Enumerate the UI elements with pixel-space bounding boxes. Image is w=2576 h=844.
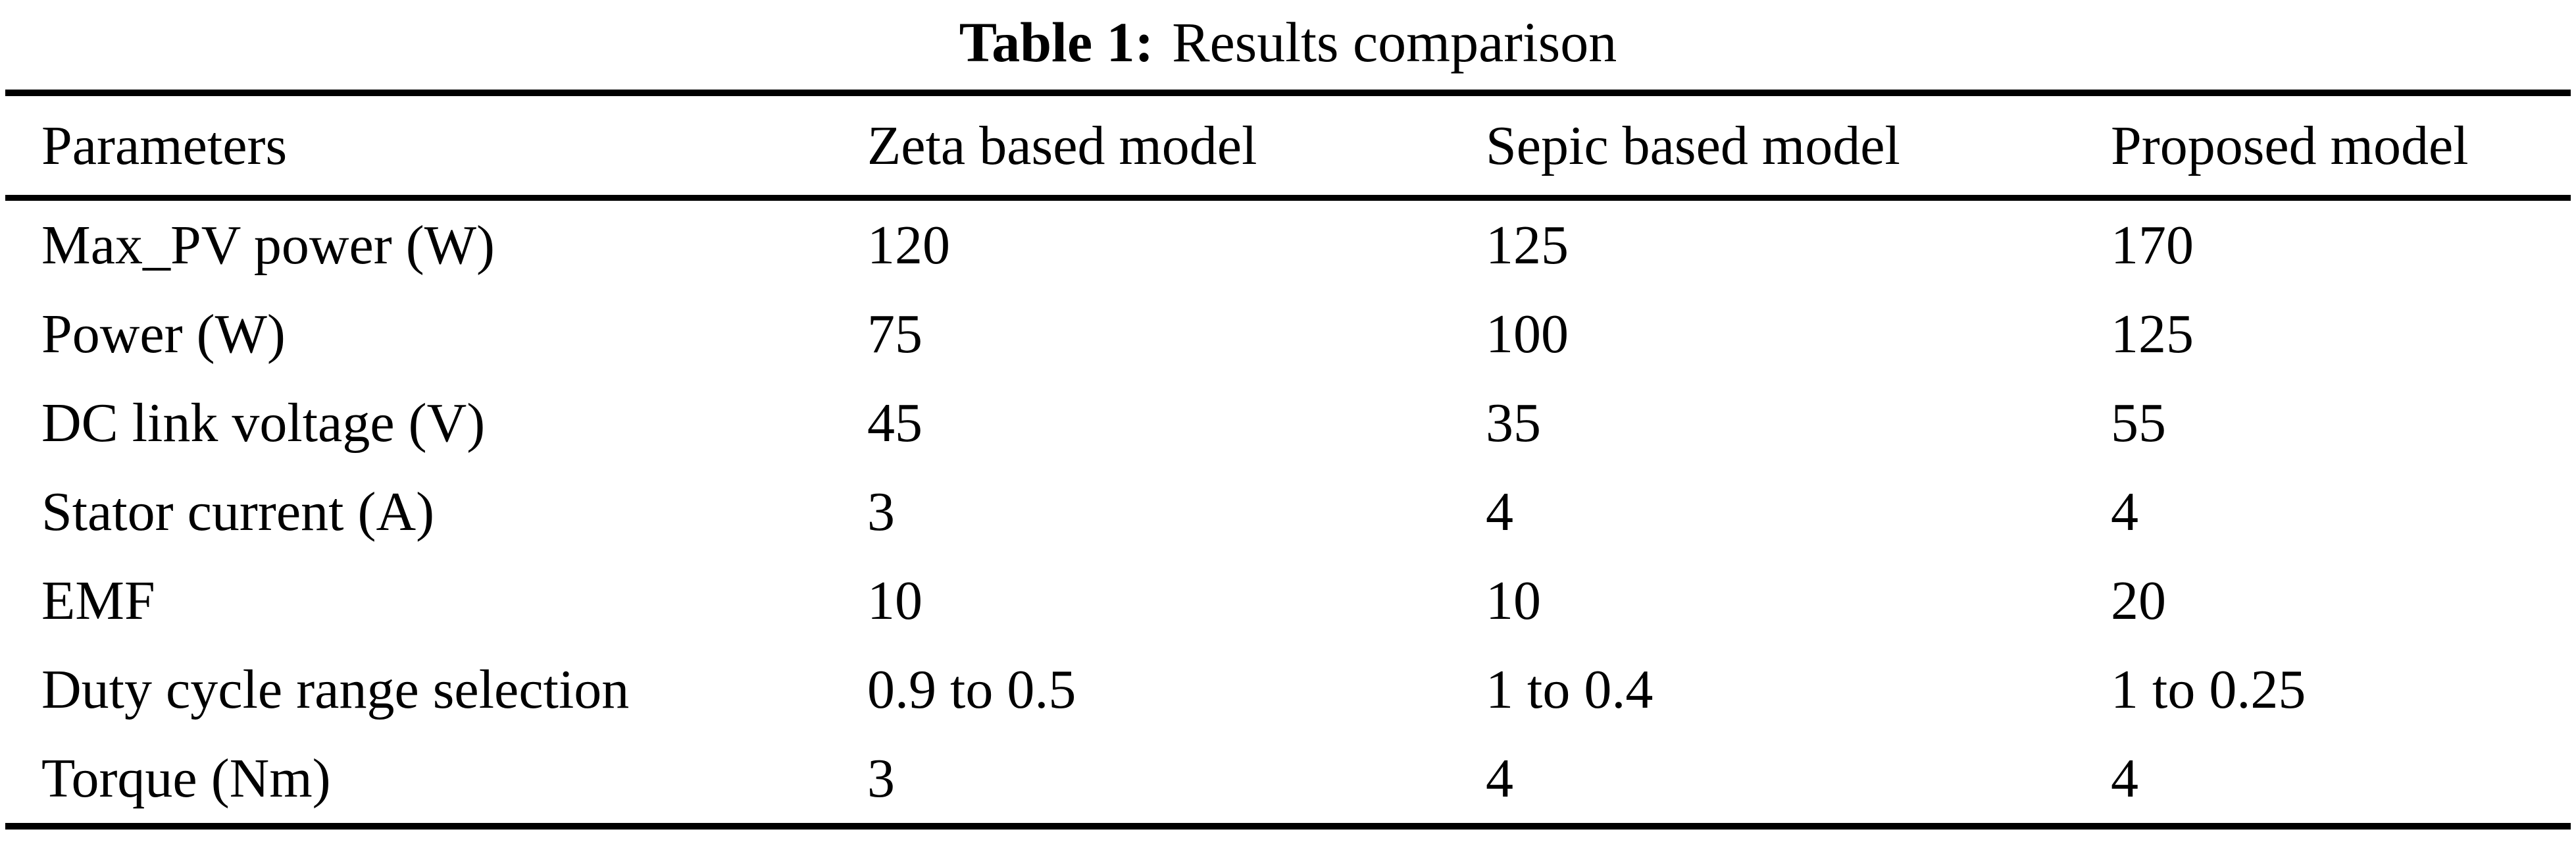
zeta-value: 10	[867, 570, 922, 631]
proposed-value: 55	[2111, 392, 2166, 454]
zeta-value: 0.9 to 0.5	[867, 659, 1076, 720]
zeta-value: 45	[867, 392, 922, 454]
parameter-label: Power (W)	[41, 303, 286, 365]
proposed-value: 1 to 0.25	[2111, 659, 2306, 720]
parameter-label: Max_PV power (W)	[41, 215, 495, 276]
sepic-value: 100	[1486, 303, 1569, 365]
table-row: Stator current (A) 3 4 4	[5, 467, 2571, 556]
sepic-value: 10	[1486, 570, 1541, 631]
parameter-label: Torque (Nm)	[41, 748, 331, 809]
parameter-label: Stator current (A)	[41, 481, 435, 542]
zeta-value: 120	[867, 215, 950, 276]
sepic-value: 35	[1486, 392, 1541, 454]
table-caption-text: Results comparison	[1172, 11, 1617, 74]
table-caption: Table 1: Results comparison	[0, 0, 2576, 79]
table-row: Duty cycle range selection 0.9 to 0.5 1 …	[5, 645, 2571, 734]
sepic-value: 1 to 0.4	[1486, 659, 1654, 720]
proposed-value: 125	[2111, 303, 2194, 365]
table-row: Power (W) 75 100 125	[5, 290, 2571, 379]
zeta-value: 3	[867, 748, 895, 809]
results-table: Parameters Zeta based model Sepic based …	[5, 90, 2571, 830]
proposed-value: 4	[2111, 481, 2138, 542]
table-row: EMF 10 10 20	[5, 556, 2571, 645]
zeta-value: 75	[867, 303, 922, 365]
column-header-proposed-model: Proposed model	[2111, 115, 2469, 176]
zeta-value: 3	[867, 481, 895, 542]
column-header-sepic-model: Sepic based model	[1486, 115, 1900, 176]
table-header-row: Parameters Zeta based model Sepic based …	[5, 96, 2571, 201]
column-header-parameters: Parameters	[41, 115, 288, 176]
column-header-zeta-model: Zeta based model	[867, 115, 1257, 176]
parameter-label: Duty cycle range selection	[41, 659, 630, 720]
table-row: DC link voltage (V) 45 35 55	[5, 379, 2571, 467]
sepic-value: 125	[1486, 215, 1569, 276]
sepic-value: 4	[1486, 481, 1513, 542]
parameter-label: EMF	[41, 570, 155, 631]
sepic-value: 4	[1486, 748, 1513, 809]
table-caption-label: Table 1:	[959, 11, 1154, 74]
table-row: Torque (Nm) 3 4 4	[5, 734, 2571, 823]
parameter-label: DC link voltage (V)	[41, 392, 486, 454]
proposed-value: 4	[2111, 748, 2138, 809]
proposed-value: 20	[2111, 570, 2166, 631]
table-row: Max_PV power (W) 120 125 170	[5, 201, 2571, 290]
proposed-value: 170	[2111, 215, 2194, 276]
